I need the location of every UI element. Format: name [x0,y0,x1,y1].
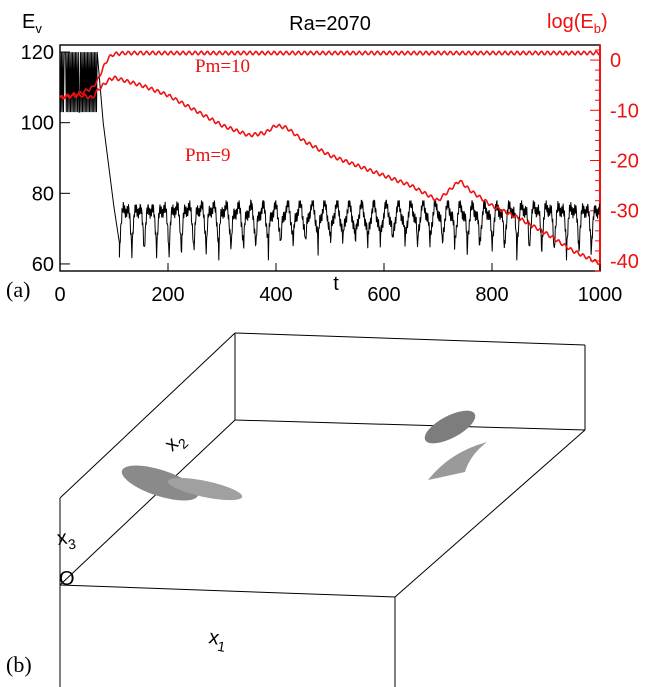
panel-b-3d-box [59,332,586,687]
y-left-tick-label: 120 [21,42,54,64]
panel-a-label: (a) [6,277,30,302]
y-left-tick-label: 100 [21,113,54,135]
series-pm10 [59,50,601,100]
series-label-pm9: Pm=9 [185,145,231,166]
y-left-tick-label: 60 [32,254,54,276]
box-edge [59,584,396,598]
blob [167,477,243,501]
x-tick-label: 200 [151,284,184,306]
y-right-tick-label: -30 [610,201,639,223]
axis-x1-label: x1 [206,626,228,655]
series-label-pm10: Pm=10 [195,56,250,77]
y-right-tick-label: -20 [610,151,639,173]
chart-panel-a: 0 200 400 600 800 1000 60 80 100 120 0 -10 -20 -30 -40… [6,11,639,306]
plot-frame-right-red [599,45,601,271]
box-edge [59,419,236,586]
box-edge [234,419,586,431]
isosurface-blobs [121,410,487,501]
box-edge [234,332,586,346]
y-right-label-sub: b [594,21,601,36]
panel-b-label: (b) [6,652,32,677]
origin-label: O [59,568,75,590]
axis-x2-label: x2 [161,427,192,458]
x-tick-label: 400 [259,284,292,306]
x-tick-label: 600 [367,284,400,306]
tick-group: 0 200 400 600 800 1000 60 80 100 120 0 -10 -20 -30 -40 [21,42,639,306]
series-Ev [59,51,601,261]
series-pm9 [59,75,601,266]
y-left-label-sub: v [35,21,42,36]
series-group [59,50,601,266]
chart-title: Ra=2070 [289,13,371,35]
box-edge [394,429,586,598]
x-axis-label: t [333,273,339,295]
y-right-tick-label: 0 [610,50,621,72]
y-right-label: log(Eb) [547,11,608,36]
panel-b-labels: x2 x3 x1 O (b) [6,427,228,677]
blob [121,465,199,501]
y-right-tick-label: -40 [610,251,639,273]
x-tick-label: 1000 [578,284,623,306]
y-left-label: Ev [22,11,42,36]
y-left-tick-label: 80 [32,183,54,205]
box-edge [59,332,236,499]
blob [424,410,476,444]
x-tick-label: 0 [54,284,65,306]
x-tick-label: 800 [475,284,508,306]
y-right-tick-label: -10 [610,100,639,122]
blob [428,442,487,480]
axis-x3-label: x3 [56,526,77,554]
